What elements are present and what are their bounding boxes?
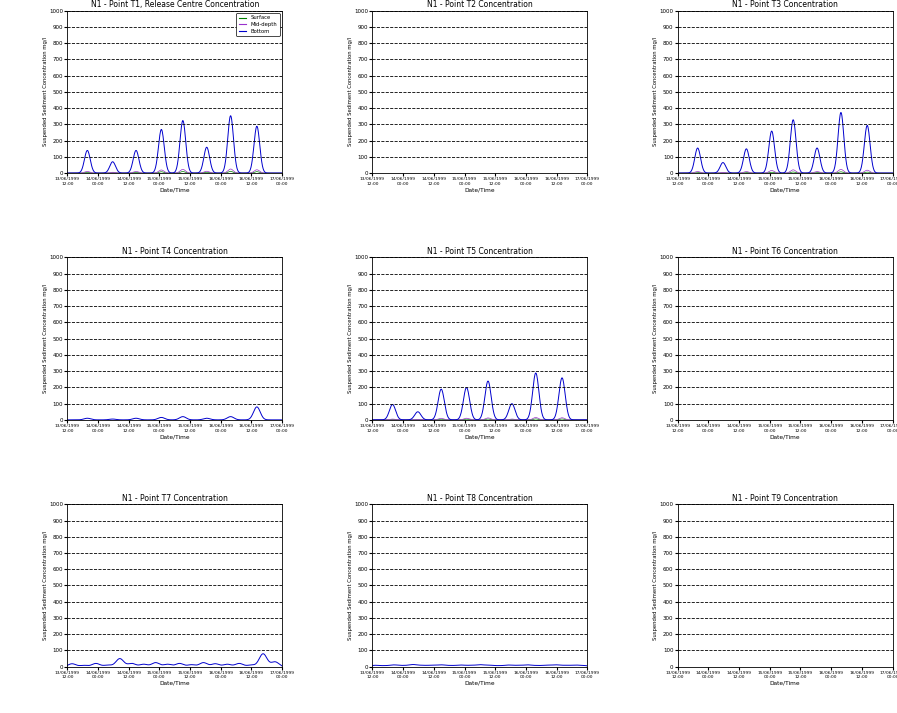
- X-axis label: Date/Time: Date/Time: [770, 188, 800, 193]
- X-axis label: Date/Time: Date/Time: [465, 188, 495, 193]
- X-axis label: Date/Time: Date/Time: [465, 681, 495, 686]
- Y-axis label: Suspended Sediment Concentration mg/l: Suspended Sediment Concentration mg/l: [43, 37, 48, 146]
- Y-axis label: Suspended Sediment Concentration mg/l: Suspended Sediment Concentration mg/l: [348, 531, 353, 640]
- Y-axis label: Suspended Sediment Concentration mg/l: Suspended Sediment Concentration mg/l: [653, 531, 658, 640]
- Title: N1 - Point T4 Concentration: N1 - Point T4 Concentration: [122, 247, 228, 256]
- Title: N1 - Point T5 Concentration: N1 - Point T5 Concentration: [427, 247, 533, 256]
- Title: N1 - Point T6 Concentration: N1 - Point T6 Concentration: [732, 247, 838, 256]
- Y-axis label: Suspended Sediment Concentration mg/l: Suspended Sediment Concentration mg/l: [653, 284, 658, 394]
- X-axis label: Date/Time: Date/Time: [770, 681, 800, 686]
- Y-axis label: Suspended Sediment Concentration mg/l: Suspended Sediment Concentration mg/l: [43, 531, 48, 640]
- Title: N1 - Point T3 Concentration: N1 - Point T3 Concentration: [732, 0, 838, 9]
- Y-axis label: Suspended Sediment Concentration mg/l: Suspended Sediment Concentration mg/l: [348, 37, 353, 146]
- Title: N1 - Point T2 Concentration: N1 - Point T2 Concentration: [427, 0, 533, 9]
- Title: N1 - Point T8 Concentration: N1 - Point T8 Concentration: [427, 494, 533, 503]
- Legend: Surface, Mid-depth, Bottom: Surface, Mid-depth, Bottom: [237, 14, 280, 36]
- X-axis label: Date/Time: Date/Time: [770, 434, 800, 439]
- X-axis label: Date/Time: Date/Time: [465, 434, 495, 439]
- X-axis label: Date/Time: Date/Time: [160, 188, 190, 193]
- X-axis label: Date/Time: Date/Time: [160, 681, 190, 686]
- Y-axis label: Suspended Sediment Concentration mg/l: Suspended Sediment Concentration mg/l: [653, 37, 658, 146]
- Title: N1 - Point T9 Concentration: N1 - Point T9 Concentration: [732, 494, 838, 503]
- Y-axis label: Suspended Sediment Concentration mg/l: Suspended Sediment Concentration mg/l: [43, 284, 48, 394]
- Title: N1 - Point T7 Concentration: N1 - Point T7 Concentration: [122, 494, 228, 503]
- Y-axis label: Suspended Sediment Concentration mg/l: Suspended Sediment Concentration mg/l: [348, 284, 353, 394]
- X-axis label: Date/Time: Date/Time: [160, 434, 190, 439]
- Title: N1 - Point T1, Release Centre Concentration: N1 - Point T1, Release Centre Concentrat…: [91, 0, 259, 9]
